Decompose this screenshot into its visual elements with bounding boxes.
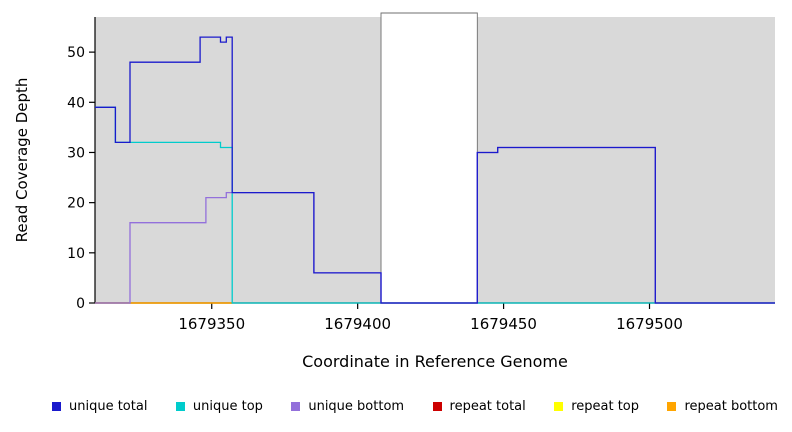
x-tick-label: 1679500 bbox=[616, 315, 683, 333]
y-tick-label: 50 bbox=[67, 45, 85, 61]
y-tick-label: 30 bbox=[67, 145, 85, 161]
legend-item-unique-bottom: unique bottom bbox=[291, 399, 404, 414]
x-tick-label: 1679350 bbox=[178, 315, 245, 333]
x-axis-title: Coordinate in Reference Genome bbox=[302, 352, 568, 371]
y-axis-title: Read Coverage Depth bbox=[13, 77, 31, 243]
legend-label: unique bottom bbox=[308, 399, 405, 414]
legend-label: repeat total bbox=[449, 399, 526, 414]
legend-item-repeat-top: repeat top bbox=[554, 399, 639, 414]
legend: unique total unique top unique bottom repea… bbox=[0, 399, 792, 414]
x-tick-label: 1679450 bbox=[470, 315, 537, 333]
no-data-gap bbox=[381, 13, 478, 303]
y-tick-label: 10 bbox=[67, 246, 85, 262]
series-unique-total bbox=[95, 36, 775, 304]
legend-item-repeat-total: repeat total bbox=[432, 399, 526, 414]
legend-label: unique total bbox=[69, 399, 148, 414]
unique-top-swatch-icon bbox=[175, 402, 185, 411]
unique-total-swatch-icon bbox=[52, 402, 61, 411]
repeat-total-swatch-icon bbox=[432, 402, 442, 411]
y-tick-label: 0 bbox=[76, 296, 85, 312]
legend-item-unique-total: unique total bbox=[52, 399, 147, 414]
repeat-bottom-swatch-icon bbox=[667, 402, 677, 411]
legend-label: unique top bbox=[192, 399, 263, 414]
legend-item-repeat-bottom: repeat bottom bbox=[667, 399, 778, 414]
legend-item-unique-top: unique top bbox=[175, 399, 263, 414]
unique-bottom-swatch-icon bbox=[291, 402, 301, 411]
y-tick-label: 20 bbox=[67, 196, 85, 212]
repeat-top-swatch-icon bbox=[554, 402, 564, 411]
x-tick-label: 1679400 bbox=[324, 315, 391, 333]
y-tick-label: 40 bbox=[67, 95, 85, 111]
legend-label: repeat bottom bbox=[684, 399, 778, 414]
legend-label: repeat top bbox=[571, 399, 639, 414]
